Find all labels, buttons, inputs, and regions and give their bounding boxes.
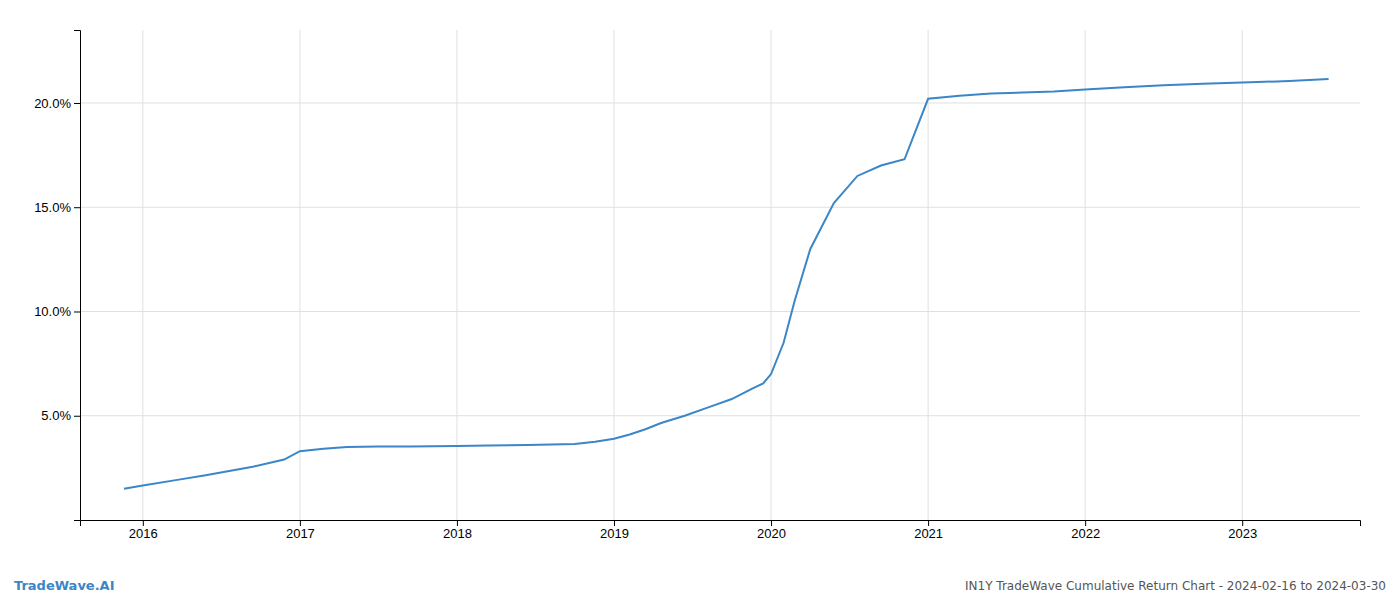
grid-line <box>1242 30 1243 520</box>
grid-line <box>928 30 929 520</box>
tick-label: 2016 <box>129 526 158 541</box>
tick-label: 20.0% <box>34 96 71 111</box>
grid-line <box>1085 30 1086 520</box>
tick-mark <box>143 520 144 526</box>
grid-line <box>80 415 1360 416</box>
tick-label: 10.0% <box>34 304 71 319</box>
tick-mark <box>614 520 615 526</box>
tick: 2017 <box>286 520 315 541</box>
tick: 2020 <box>757 520 786 541</box>
tick-mark <box>74 207 80 208</box>
watermark: TradeWave.AI <box>14 578 115 593</box>
tick-mark <box>74 416 80 417</box>
tick-label: 2023 <box>1228 526 1257 541</box>
tick: 2018 <box>443 520 472 541</box>
grid-line <box>771 30 772 520</box>
tick: 20.0% <box>34 96 80 111</box>
y-axis: 5.0% 10.0% 15.0% 20.0% <box>34 31 80 521</box>
grid-line <box>80 207 1360 208</box>
title: IN1Y TradeWave Cumulative Return Chart -… <box>965 579 1386 593</box>
tick-mark <box>928 520 929 526</box>
tick-label: 2017 <box>286 526 315 541</box>
tick: 2022 <box>1071 520 1100 541</box>
tick: 5.0% <box>41 408 80 423</box>
tick-mark <box>74 103 80 104</box>
tick: 2019 <box>600 520 629 541</box>
tick-label: 2020 <box>757 526 786 541</box>
plot: 2016 2017 2018 2019 2020 2021 2022 2023 5.0% 10.0… <box>34 30 1360 541</box>
tick: 2021 <box>914 520 943 541</box>
marks <box>124 79 1329 489</box>
grid-line <box>80 102 1360 103</box>
tick-label: 2019 <box>600 526 629 541</box>
tick: 2023 <box>1228 520 1257 541</box>
tick-mark <box>771 520 772 526</box>
tick-label: 2018 <box>443 526 472 541</box>
chart: 2016 2017 2018 2019 2020 2021 2022 2023 5.0% 10.0… <box>0 0 1400 600</box>
grid <box>80 30 1360 520</box>
line <box>124 79 1329 489</box>
tick: 2016 <box>129 520 158 541</box>
grid-line <box>613 30 614 520</box>
tick-label: 2022 <box>1071 526 1100 541</box>
tick: 15.0% <box>34 200 80 215</box>
tick-mark <box>457 520 458 526</box>
tick-mark <box>1242 520 1243 526</box>
tick-mark <box>1085 520 1086 526</box>
tick-mark <box>74 311 80 312</box>
tick-label: 2021 <box>914 526 943 541</box>
tick: 10.0% <box>34 304 80 319</box>
grid-line <box>142 30 143 520</box>
tick-label: 5.0% <box>41 408 71 423</box>
axis-line <box>74 31 81 521</box>
tick-label: 15.0% <box>34 200 71 215</box>
tick-mark <box>300 520 301 526</box>
axis-line <box>81 521 1361 527</box>
grid-line <box>80 311 1360 312</box>
x-axis: 2016 2017 2018 2019 2020 2021 2022 2023 <box>81 520 1361 541</box>
grid-line <box>299 30 300 520</box>
